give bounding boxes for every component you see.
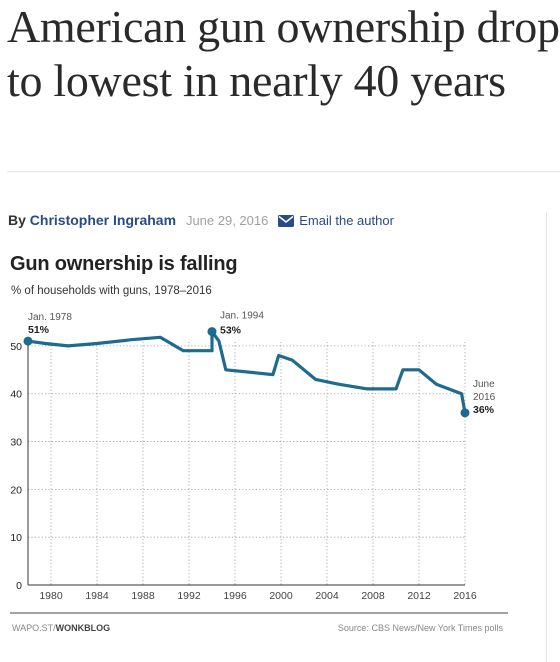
annotation-value: 53% (220, 325, 242, 337)
headline: American gun ownership drops to lowest i… (7, 1, 560, 106)
sidebar-divider (546, 212, 547, 662)
footer-source: Source: CBS News/New York Times polls (337, 623, 503, 633)
chart-subtitle: % of households with guns, 1978–2016 (11, 285, 212, 297)
author-link[interactable]: Christopher Ingraham (29, 212, 177, 228)
y-tick-label: 10 (10, 532, 22, 544)
y-tick-label: 30 (10, 437, 22, 449)
annotation-label: June (473, 379, 495, 390)
line-chart: 0 10 20 30 40 50 1980 1984 1988 1992 1996 2000 2004 2… (10, 311, 508, 614)
annotation-label: 2016 (473, 392, 496, 403)
headline-divider (7, 171, 560, 172)
y-tick-label: 20 (10, 484, 22, 496)
y-tick-label: 40 (10, 389, 22, 401)
series-line (26, 330, 467, 415)
highlight-point (23, 336, 33, 346)
highlight-point (460, 408, 470, 418)
x-tick-label: 1980 (39, 590, 63, 602)
footer-credit-prefix: WAPO.ST/ (12, 623, 56, 633)
x-tick-label: 2012 (407, 590, 431, 602)
annotation-label: Jan. 1978 (28, 312, 72, 323)
annotation-value: 51% (28, 324, 50, 336)
email-author-label: Email the author (299, 213, 394, 228)
email-author-link[interactable]: Email the author (278, 213, 394, 228)
x-tick-label: 1992 (177, 590, 201, 602)
x-tick-label: 2008 (361, 590, 385, 602)
byline: By Christopher Ingraham June 29, 2016 Em… (8, 212, 394, 228)
x-tick-label: 2016 (453, 590, 477, 602)
byline-prefix: By (8, 212, 26, 228)
footer-credit-brand: WONKBLOG (55, 623, 111, 633)
annotation-value: 36% (473, 404, 495, 416)
publish-date: June 29, 2016 (185, 213, 269, 228)
footer-credit: WAPO.ST/WONKBLOG (12, 623, 110, 633)
x-tick-label: 1996 (223, 590, 247, 602)
annotation-label: Jan. 1994 (220, 311, 264, 322)
y-tick-label: 50 (10, 341, 22, 353)
x-tick-label: 2000 (269, 590, 293, 602)
y-tick-label: 0 (16, 580, 22, 592)
x-tick-label: 1988 (131, 590, 155, 602)
x-tick-label: 1984 (85, 590, 109, 602)
highlight-point (207, 327, 217, 337)
chart-title: Gun ownership is falling (10, 253, 238, 275)
envelope-icon (278, 215, 295, 227)
x-tick-label: 2004 (315, 590, 339, 602)
